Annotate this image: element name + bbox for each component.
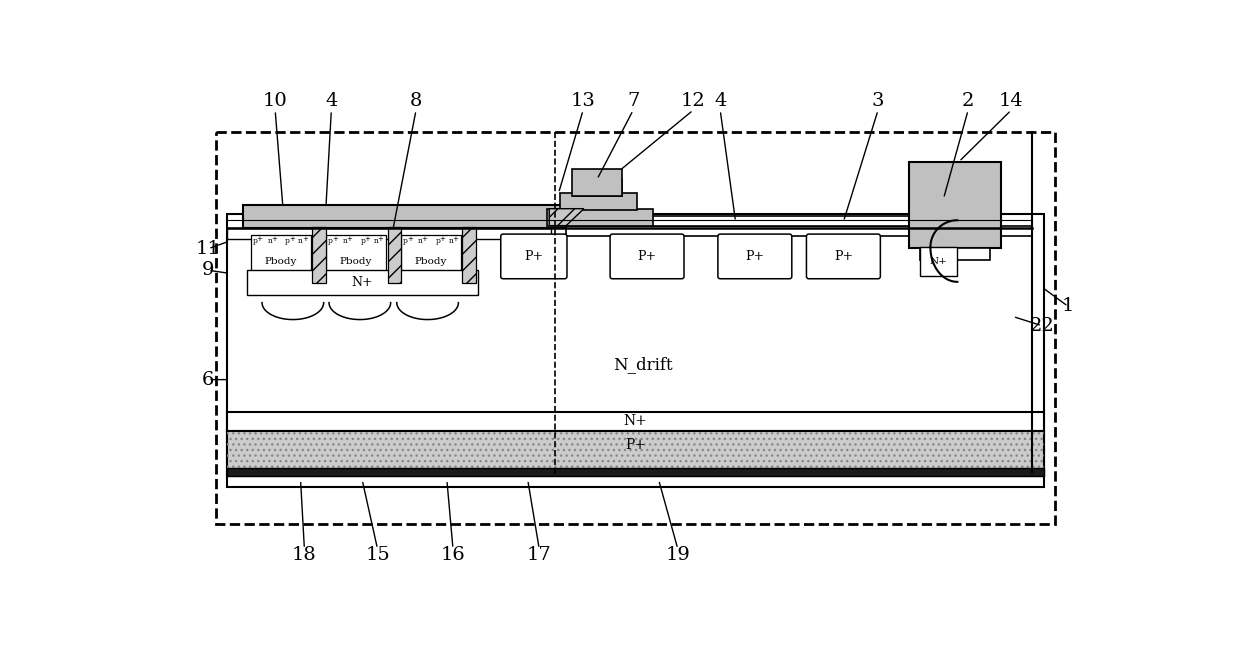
Text: +: + — [257, 237, 263, 243]
Text: 14: 14 — [999, 92, 1024, 110]
Text: +: + — [332, 237, 339, 243]
Text: 12: 12 — [681, 92, 706, 110]
Text: 1: 1 — [1061, 297, 1074, 315]
Bar — [573, 169, 621, 196]
Bar — [463, 227, 476, 283]
Bar — [216, 132, 1055, 524]
Text: P+: P+ — [745, 250, 764, 263]
Text: 4: 4 — [714, 92, 727, 110]
Text: n: n — [299, 237, 303, 245]
Text: 4: 4 — [325, 92, 337, 110]
FancyBboxPatch shape — [501, 234, 567, 279]
Text: p: p — [253, 237, 258, 245]
Bar — [567, 215, 990, 225]
Text: P+: P+ — [625, 438, 646, 452]
Text: n: n — [449, 237, 454, 245]
Text: 10: 10 — [263, 92, 288, 110]
Bar — [247, 270, 477, 295]
Text: p: p — [403, 237, 408, 245]
Text: Pbody: Pbody — [340, 257, 372, 266]
Bar — [547, 209, 653, 225]
Text: 13: 13 — [570, 92, 595, 110]
Text: +: + — [289, 237, 295, 243]
Text: 19: 19 — [666, 546, 691, 564]
Text: +: + — [407, 237, 413, 243]
Bar — [920, 247, 957, 276]
Bar — [227, 431, 1044, 476]
Text: 17: 17 — [527, 546, 552, 564]
Bar — [909, 162, 1001, 248]
Text: P+: P+ — [637, 250, 657, 263]
Text: 8: 8 — [410, 92, 423, 110]
Bar — [312, 227, 326, 283]
Text: p: p — [329, 237, 334, 245]
Text: 11: 11 — [196, 240, 221, 258]
Text: 9: 9 — [202, 261, 215, 280]
Text: +: + — [422, 237, 428, 243]
Text: p: p — [361, 237, 366, 245]
Text: +: + — [377, 237, 383, 243]
Text: 6: 6 — [202, 371, 215, 389]
Text: P+: P+ — [833, 250, 853, 263]
Text: n: n — [343, 237, 347, 245]
Text: N+: N+ — [930, 257, 947, 266]
Text: p: p — [435, 237, 440, 245]
FancyBboxPatch shape — [718, 234, 792, 279]
Text: n: n — [373, 237, 378, 245]
Text: +: + — [453, 237, 458, 243]
Text: n: n — [268, 237, 273, 245]
Text: 18: 18 — [293, 546, 316, 564]
Text: 2: 2 — [962, 92, 975, 110]
Text: N+: N+ — [351, 276, 373, 289]
Text: N+: N+ — [624, 414, 647, 428]
Text: 22: 22 — [1029, 317, 1054, 334]
Polygon shape — [549, 209, 584, 225]
Text: 7: 7 — [627, 92, 640, 110]
Text: +: + — [347, 237, 352, 243]
Bar — [227, 468, 1044, 476]
Bar — [227, 412, 1044, 431]
Bar — [574, 179, 621, 196]
Text: N_drift: N_drift — [614, 356, 673, 373]
Bar — [243, 205, 567, 228]
Text: +: + — [303, 237, 308, 243]
Text: p: p — [285, 237, 290, 245]
FancyBboxPatch shape — [610, 234, 684, 279]
Text: 15: 15 — [365, 546, 389, 564]
Text: P+: P+ — [525, 250, 543, 263]
Bar — [560, 193, 637, 210]
Text: +: + — [365, 237, 371, 243]
Text: Pbody: Pbody — [264, 257, 296, 266]
Bar — [388, 227, 402, 283]
Text: Pbody: Pbody — [414, 257, 446, 266]
Bar — [326, 235, 386, 275]
Bar — [920, 248, 990, 260]
Bar — [227, 214, 1044, 487]
Text: n: n — [418, 237, 423, 245]
Text: +: + — [439, 237, 445, 243]
Bar — [227, 228, 551, 239]
Bar — [250, 235, 310, 275]
Bar — [227, 431, 1044, 476]
Bar — [567, 225, 1032, 235]
Text: 3: 3 — [872, 92, 884, 110]
FancyBboxPatch shape — [806, 234, 880, 279]
Text: +: + — [272, 237, 278, 243]
Bar — [401, 235, 461, 275]
Text: 16: 16 — [440, 546, 465, 564]
